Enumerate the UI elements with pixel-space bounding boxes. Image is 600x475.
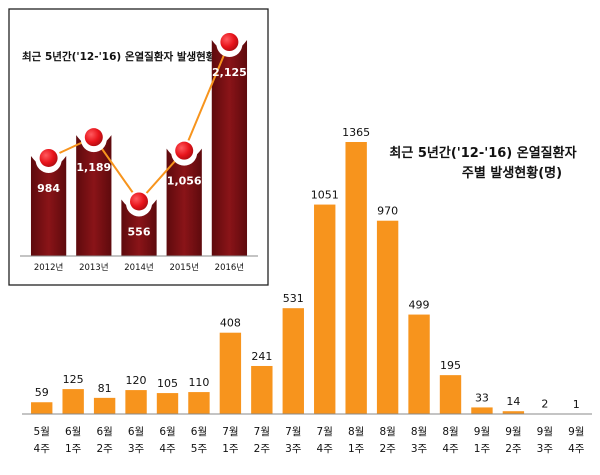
weekly-bar-value-label: 2	[541, 398, 548, 411]
weekly-tick-week: 1주	[474, 443, 491, 455]
weekly-tick-week: 4주	[34, 443, 51, 455]
weekly-bar-value-label: 110	[188, 376, 209, 389]
main-chart-title-line2: 주별 발생현황(명)	[462, 165, 562, 181]
weekly-bar-value-label: 970	[377, 205, 398, 218]
yearly-tick-label: 2013년	[79, 262, 108, 273]
yearly-marker	[85, 128, 103, 146]
weekly-tick-month: 8월	[442, 426, 458, 438]
weekly-tick-week: 2주	[505, 443, 522, 455]
weekly-tick-month: 8월	[348, 426, 364, 438]
weekly-tick-month: 8월	[411, 426, 427, 438]
weekly-tick-week: 2주	[379, 443, 396, 455]
weekly-tick-month: 5월	[34, 426, 50, 438]
yearly-bar-value-label: 1,189	[76, 161, 111, 174]
weekly-tick-month: 7월	[222, 426, 238, 438]
weekly-tick-week: 4주	[442, 443, 459, 455]
weekly-tick-month: 9월	[474, 426, 490, 438]
yearly-tick-label: 2014년	[124, 262, 153, 273]
weekly-tick-week: 4주	[159, 443, 176, 455]
yearly-tick-label: 2016년	[215, 262, 244, 273]
weekly-bar	[62, 389, 83, 414]
weekly-bar-value-label: 499	[409, 299, 430, 312]
weekly-tick-month: 7월	[317, 426, 333, 438]
weekly-bar-value-label: 105	[157, 377, 178, 390]
weekly-tick-week: 4주	[568, 443, 585, 455]
weekly-tick-month: 8월	[379, 426, 395, 438]
weekly-tick-month: 6월	[96, 426, 112, 438]
weekly-bar	[471, 407, 492, 414]
weekly-tick-month: 6월	[128, 426, 144, 438]
yearly-inset-chart: 최근 5년간('12-'16) 온열질환자 발생현황(명) 984 2012년 1,…	[9, 9, 268, 285]
yearly-tick-label: 2015년	[169, 262, 198, 273]
weekly-bar-value-label: 531	[283, 292, 304, 305]
weekly-bar	[377, 221, 398, 414]
weekly-tick-week: 1주	[348, 443, 365, 455]
weekly-tick-week: 3주	[285, 443, 302, 455]
yearly-bar-value-label: 1,056	[167, 175, 202, 188]
weekly-bar-value-label: 1365	[342, 126, 370, 139]
weekly-bar-value-label: 195	[440, 359, 461, 372]
weekly-bar-value-label: 125	[63, 373, 84, 386]
yearly-bar-value-label: 556	[128, 225, 151, 238]
weekly-tick-month: 7월	[254, 426, 270, 438]
weekly-tick-week: 2주	[254, 443, 271, 455]
weekly-bar-value-label: 81	[98, 382, 112, 395]
weekly-bar	[283, 308, 304, 414]
weekly-bar-value-label: 408	[220, 317, 241, 330]
weekly-bar-value-label: 120	[126, 374, 147, 387]
weekly-tick-month: 6월	[159, 426, 175, 438]
weekly-tick-month: 6월	[191, 426, 207, 438]
weekly-tick-week: 2주	[96, 443, 113, 455]
weekly-bar	[188, 392, 209, 414]
weekly-tick-week: 5주	[191, 443, 208, 455]
yearly-marker	[130, 192, 148, 210]
weekly-tick-week: 3주	[411, 443, 428, 455]
weekly-bar	[345, 142, 366, 414]
weekly-bar-value-label: 241	[251, 350, 272, 363]
weekly-bar-value-label: 1051	[311, 189, 339, 202]
weekly-bar	[31, 402, 52, 414]
weekly-tick-week: 4주	[317, 443, 334, 455]
weekly-bar	[408, 315, 429, 414]
weekly-tick-week: 1주	[65, 443, 82, 455]
weekly-bar	[157, 393, 178, 414]
weekly-bar	[125, 390, 146, 414]
weekly-tick-month: 6월	[65, 426, 81, 438]
weekly-tick-month: 7월	[285, 426, 301, 438]
yearly-bar-value-label: 984	[37, 182, 60, 195]
yearly-marker	[220, 33, 238, 51]
weekly-bar	[251, 366, 272, 414]
yearly-marker	[40, 149, 58, 167]
weekly-bar-value-label: 1	[573, 398, 580, 411]
weekly-tick-month: 9월	[568, 426, 584, 438]
weekly-tick-week: 3주	[128, 443, 145, 455]
weekly-tick-week: 3주	[537, 443, 554, 455]
inset-chart-title: 최근 5년간('12-'16) 온열질환자 발생현황(명)	[22, 50, 235, 63]
yearly-tick-label: 2012년	[34, 262, 63, 273]
yearly-bar-value-label: 2,125	[212, 66, 247, 79]
main-chart-title-line1: 최근 5년간('12-'16) 온열질환자	[389, 145, 576, 161]
yearly-marker	[175, 142, 193, 160]
weekly-bar	[314, 205, 335, 414]
weekly-bar-value-label: 14	[506, 395, 520, 408]
weekly-tick-month: 9월	[505, 426, 521, 438]
weekly-bar-value-label: 33	[475, 391, 489, 404]
weekly-bar	[220, 333, 241, 414]
weekly-tick-week: 1주	[222, 443, 239, 455]
weekly-bar	[94, 398, 115, 414]
weekly-bar	[440, 375, 461, 414]
weekly-tick-month: 9월	[537, 426, 553, 438]
weekly-bar-value-label: 59	[35, 386, 49, 399]
